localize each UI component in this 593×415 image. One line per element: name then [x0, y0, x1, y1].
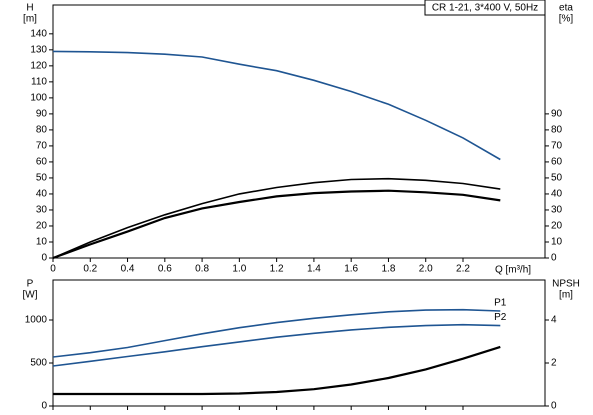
y-tick-label: 10	[36, 237, 48, 248]
y2-tick-label: 2	[551, 358, 557, 369]
y2-tick-label: 4	[551, 315, 557, 326]
series-line	[52, 189, 501, 260]
y2-axis-unit: [%]	[559, 14, 574, 25]
x-tick-label: 0.2	[83, 264, 97, 275]
y-tick-label: 60	[36, 157, 48, 168]
y2-tick-label: 70	[551, 141, 563, 152]
title-box	[424, 0, 546, 16]
y-tick-label: 50	[36, 173, 48, 184]
y-axis-unit: [m]	[23, 14, 37, 25]
x-tick-label: 1.6	[344, 264, 358, 275]
x-tick-label: 2.2	[456, 264, 470, 275]
y-tick-label: 40	[36, 189, 48, 200]
series-line	[52, 308, 501, 358]
x-tick-label: 1.4	[307, 264, 321, 275]
x-tick-label: 0	[50, 264, 56, 275]
y2-tick-label: 30	[551, 205, 563, 216]
top-plot-frame	[52, 4, 546, 259]
y-axis-label: P	[27, 279, 34, 290]
x-tick-label: 1.0	[232, 264, 246, 275]
y2-tick-label: 10	[551, 237, 563, 248]
y-tick-label: 0	[41, 401, 47, 412]
y2-tick-label: 90	[551, 109, 563, 120]
y-tick-label: 120	[30, 60, 47, 71]
x-tick-label: 0.8	[195, 264, 209, 275]
series-label: P1	[494, 298, 507, 309]
y2-tick-label: 0	[551, 253, 557, 264]
y-axis-unit: [W]	[23, 290, 38, 301]
y-tick-label: 0	[41, 253, 47, 264]
y2-tick-label: 40	[551, 189, 563, 200]
x-tick-label: 1.8	[382, 264, 396, 275]
y2-axis-label: NPSH	[552, 279, 580, 290]
y2-tick-label: 80	[551, 125, 563, 136]
y-tick-label: 70	[36, 141, 48, 152]
y-axis-label: H	[26, 3, 33, 14]
series-line	[53, 345, 501, 396]
bottom-plot-frame	[52, 279, 546, 407]
y2-tick-label: 50	[551, 173, 563, 184]
x-tick-label: 2.0	[419, 264, 433, 275]
x-tick-label: 0.6	[158, 264, 172, 275]
y-tick-label: 1000	[25, 315, 48, 326]
y2-axis-label: eta	[559, 3, 573, 14]
y2-tick-label: 20	[551, 221, 563, 232]
x-axis-label: Q [m³/h]	[495, 265, 531, 276]
y-tick-label: 90	[36, 109, 48, 120]
y-tick-label: 100	[30, 93, 47, 104]
y-tick-label: 500	[30, 358, 47, 369]
y-tick-label: 130	[30, 44, 47, 55]
y2-tick-label: 60	[551, 157, 563, 168]
y-tick-label: 110	[31, 77, 47, 88]
y-tick-label: 30	[36, 205, 48, 216]
series-line	[52, 50, 501, 161]
x-tick-label: 0.4	[121, 264, 135, 275]
y-tick-label: 20	[36, 221, 48, 232]
y-tick-label: 80	[36, 125, 48, 136]
chart-title: CR 1-21, 3*400 V, 50Hz	[432, 3, 538, 14]
x-tick-label: 1.2	[270, 264, 284, 275]
series-line	[52, 177, 501, 259]
y2-tick-label: 0	[551, 401, 557, 412]
y-tick-label: 140	[30, 28, 47, 39]
y2-axis-unit: [m]	[559, 290, 573, 301]
series-label: P2	[494, 312, 507, 323]
series-line	[52, 323, 501, 367]
